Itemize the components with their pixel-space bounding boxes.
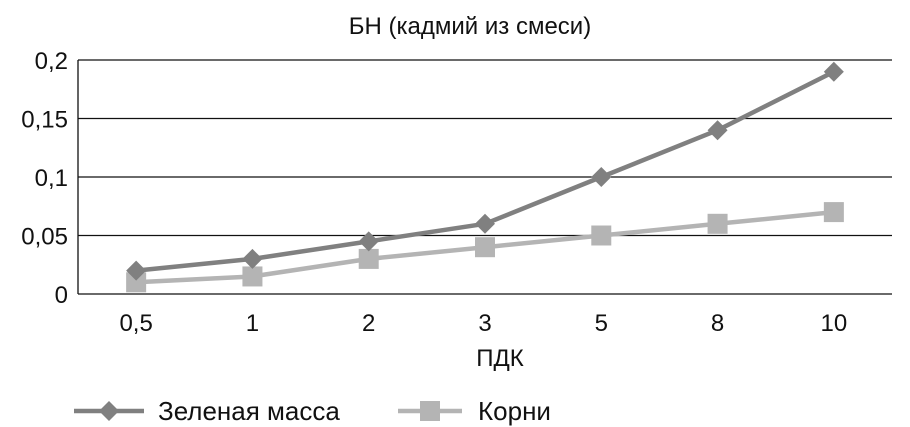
data-point bbox=[126, 272, 147, 293]
data-point bbox=[591, 225, 612, 246]
x-axis-title: ПДК bbox=[476, 345, 524, 372]
data-point bbox=[358, 248, 379, 269]
legend-label: Корни bbox=[478, 396, 551, 426]
data-point bbox=[475, 213, 495, 234]
x-tick-label: 2 bbox=[362, 310, 375, 337]
series bbox=[126, 202, 844, 293]
legend-item: Зеленая масса bbox=[74, 396, 340, 426]
legend-item: Корни bbox=[398, 396, 551, 426]
data-point bbox=[591, 167, 612, 187]
y-tick-label: 0,2 bbox=[35, 48, 68, 75]
x-axis: 0,5 1 2 3 5 8 10 bbox=[119, 310, 847, 337]
data-point bbox=[823, 202, 844, 223]
data-point bbox=[242, 248, 263, 269]
legend-marker bbox=[99, 401, 119, 421]
data-point bbox=[126, 260, 147, 281]
data-point bbox=[358, 231, 379, 252]
data-point bbox=[707, 120, 728, 141]
data-point bbox=[475, 237, 495, 258]
x-tick-label: 1 bbox=[246, 310, 259, 337]
y-tick-label: 0,05 bbox=[21, 224, 68, 251]
y-tick-label: 0,15 bbox=[21, 107, 68, 134]
legend-marker bbox=[420, 401, 440, 421]
data-point bbox=[707, 213, 728, 234]
data-point bbox=[242, 266, 263, 287]
data-point bbox=[823, 61, 844, 82]
x-tick-label: 5 bbox=[595, 310, 608, 337]
x-tick-label: 0,5 bbox=[119, 310, 152, 337]
series-layer bbox=[126, 61, 844, 293]
series bbox=[126, 61, 844, 281]
x-tick-label: 8 bbox=[711, 310, 724, 337]
y-tick-label: 0,1 bbox=[35, 165, 68, 192]
x-tick-label: 3 bbox=[478, 310, 491, 337]
legend: Зеленая масса Корни bbox=[74, 396, 551, 426]
grid bbox=[78, 59, 892, 295]
legend-label: Зеленая масса bbox=[158, 396, 340, 426]
chart-title: БН (кадмий из смеси) bbox=[349, 13, 591, 40]
x-tick-label: 10 bbox=[821, 310, 848, 337]
y-axis: 0 0,05 0,1 0,15 0,2 bbox=[21, 48, 68, 309]
y-tick-label: 0 bbox=[55, 282, 68, 309]
